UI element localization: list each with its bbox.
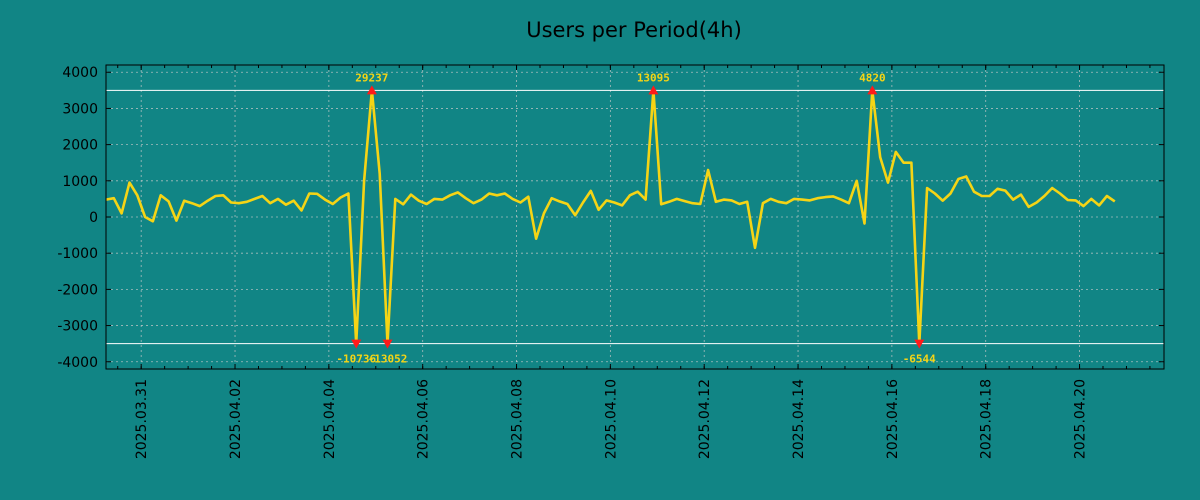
x-tick-label: 2025.04.10	[603, 379, 619, 459]
peak-annotation: 29237	[355, 71, 388, 84]
x-tick-label: 2025.04.12	[697, 379, 713, 459]
x-tick-label: 2025.04.08	[510, 379, 526, 459]
trough-annotation: -13052	[368, 353, 408, 366]
y-tick-label: 3000	[62, 101, 98, 117]
peak-down-marker	[914, 339, 925, 349]
y-tick-label: -4000	[57, 355, 98, 371]
peak-annotation: 4820	[859, 71, 886, 84]
peak-markers: 29237 13095 4820 -10736-13052 -6544	[336, 71, 936, 365]
x-tick-label: 2025.04.16	[885, 379, 901, 459]
x-tick-label: 2025.04.18	[979, 379, 995, 459]
y-tick-label: -3000	[57, 319, 98, 335]
peak-up-marker	[867, 85, 878, 95]
y-tick-label: -2000	[57, 282, 98, 298]
x-tick-label: 2025.04.02	[228, 379, 244, 459]
x-tick-label: 2025.04.06	[416, 379, 432, 459]
limit-lines	[106, 89, 1164, 345]
axis-ticks: 4000 3000 2000 1000 0 -1000 -2000 -3000 -4000 202…	[57, 65, 1164, 459]
y-tick-label: 1000	[62, 174, 98, 190]
grid	[106, 65, 1164, 369]
plot-frame	[105, 64, 1165, 370]
x-tick-label: 2025.04.14	[791, 379, 807, 459]
peak-up-marker	[648, 85, 659, 95]
y-tick-label: 4000	[62, 65, 98, 81]
series-line	[105, 89, 1116, 346]
series-line-users	[105, 89, 1116, 346]
peak-down-marker	[382, 339, 393, 349]
x-tick-label: 2025.04.20	[1073, 379, 1089, 459]
peak-annotation: 13095	[637, 71, 670, 84]
y-tick-label: 2000	[62, 138, 98, 154]
x-tick-label: 2025.03.31	[134, 379, 150, 459]
trough-annotation: -6544	[903, 353, 936, 366]
y-tick-label: -1000	[57, 246, 98, 262]
peak-up-marker	[366, 85, 377, 95]
trough-annotation: -10736	[336, 353, 376, 366]
peak-down-marker	[351, 339, 362, 349]
x-tick-label: 2025.04.04	[322, 379, 338, 459]
chart-title: Users per Period(4h)	[526, 18, 742, 42]
y-tick-label: 0	[89, 210, 98, 226]
